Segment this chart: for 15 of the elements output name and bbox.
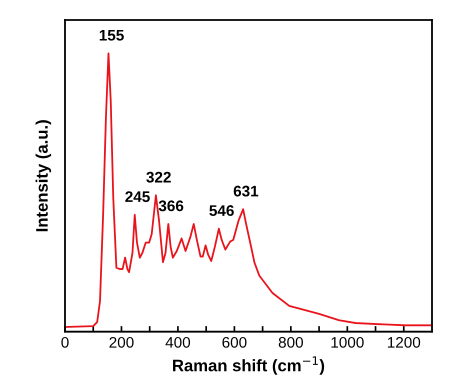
x-tick-label: 1000 — [331, 336, 364, 348]
x-tick-label: 1200 — [388, 336, 420, 348]
x-tick-label: 800 — [278, 336, 303, 348]
x-tick-label: 200 — [109, 336, 134, 348]
annotation: 245 — [125, 191, 150, 202]
annotation: 631 — [234, 186, 258, 197]
x-tick-label: 400 — [166, 336, 190, 348]
annotation: 155 — [100, 30, 124, 41]
x-tick-label: 0 — [61, 336, 69, 348]
annotation: 322 — [146, 172, 171, 183]
x-axis-title: Raman shift (cm$^{−1}$) — [173, 356, 324, 375]
annotation: 546 — [209, 205, 234, 216]
annotation: 366 — [158, 200, 184, 212]
y-axis-title: Intensity (a.u.) — [36, 120, 52, 232]
x-tick-label: 600 — [222, 336, 247, 348]
